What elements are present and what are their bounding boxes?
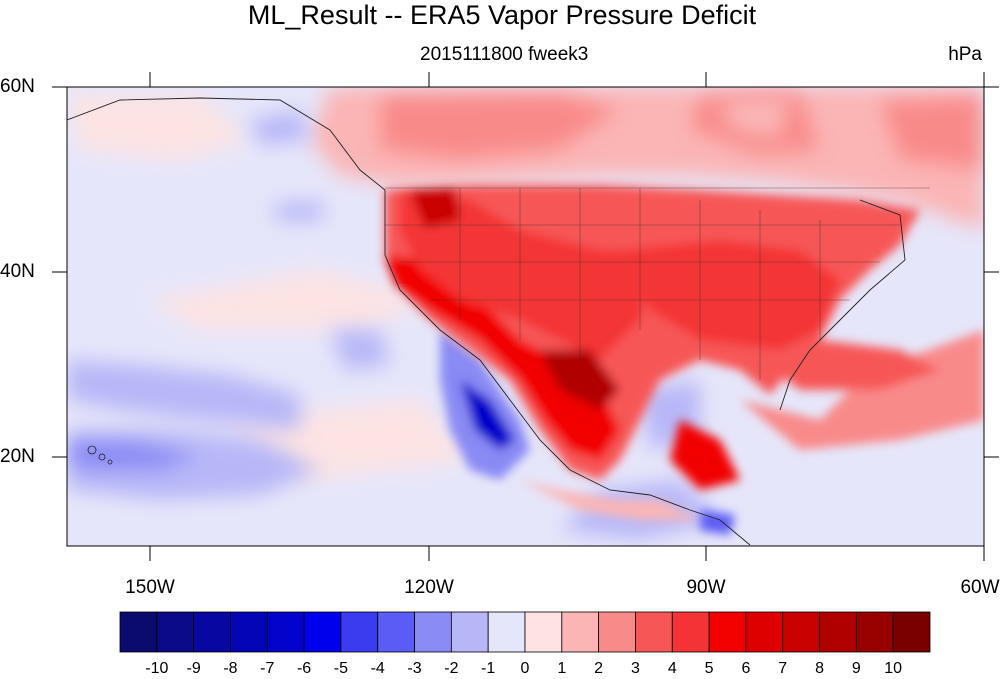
colorbar-tick-label: 1	[557, 660, 567, 677]
colorbar-swatch	[193, 611, 231, 653]
colorbar-tick-label: 5	[704, 660, 714, 677]
colorbar-swatch	[487, 611, 526, 653]
colorbar-swatch	[377, 611, 415, 653]
colorbar-tick-label: -1	[481, 660, 496, 677]
colorbar-tick-label: -6	[296, 660, 312, 677]
colorbar-tick-label: -10	[145, 660, 169, 677]
colorbar-swatch	[598, 611, 636, 653]
lon-label-60w: 60W	[960, 577, 1000, 598]
colorbar-swatch	[561, 611, 600, 653]
colorbar-tick-label: 0	[520, 660, 530, 677]
colorbar-tick-label: 4	[667, 660, 677, 677]
colorbar-tick-label: -2	[444, 660, 459, 677]
colorbar-swatch	[635, 611, 673, 653]
lon-label-120w: 120W	[404, 577, 454, 598]
colorbar-swatch	[156, 611, 195, 653]
colorbar-swatch	[230, 611, 268, 653]
colorbar-tick-label: 3	[631, 660, 640, 677]
colorbar-swatch	[303, 611, 342, 653]
lon-label-150w: 150W	[125, 577, 175, 598]
colorbar-swatch	[819, 611, 857, 653]
colorbar-tick-label: 8	[815, 660, 824, 677]
units-label: hPa	[948, 44, 982, 65]
colorbar-swatch	[414, 611, 452, 653]
colorbar-tick-label: -5	[333, 660, 349, 677]
lat-label-20n: 20N	[0, 446, 35, 467]
colorbar-tick-label: 9	[851, 660, 861, 677]
colorbar-swatch	[524, 611, 563, 653]
colorbar-swatch	[892, 611, 931, 653]
colorbar-tick-label: 6	[741, 660, 751, 677]
colorbar-swatch	[745, 611, 784, 653]
colorbar-swatch	[782, 611, 820, 653]
colorbar	[119, 611, 931, 653]
colorbar-tick-label: 7	[778, 660, 788, 677]
colorbar-swatch	[855, 611, 894, 653]
colorbar-tick-label: -3	[407, 660, 422, 677]
colorbar-tick-label: -7	[260, 660, 275, 677]
date-forecast-label: 2015111800 fweek3	[420, 44, 589, 65]
colorbar-swatch	[340, 611, 379, 653]
colorbar-tick-label: 2	[594, 660, 604, 677]
colorbar-tick-label: -9	[186, 660, 201, 677]
lat-label-60n: 60N	[0, 76, 35, 97]
colorbar-tick-label: -4	[370, 660, 385, 677]
colorbar-tick-label: 10	[884, 660, 903, 677]
colorbar-swatch	[671, 611, 710, 653]
colorbar-tick-label: -8	[223, 660, 238, 677]
lon-label-90w: 90W	[686, 577, 726, 598]
colorbar-swatch	[708, 611, 747, 653]
colorbar-swatch	[119, 611, 158, 653]
colorbar-swatch	[450, 611, 489, 653]
colorbar-swatch	[266, 611, 305, 653]
map-frame	[66, 86, 985, 547]
lat-label-40n: 40N	[0, 261, 35, 282]
map-title: ML_Result -- ERA5 Vapor Pressure Deficit	[247, 0, 757, 30]
map-ticks	[52, 72, 999, 561]
vpd-field	[67, 87, 984, 546]
